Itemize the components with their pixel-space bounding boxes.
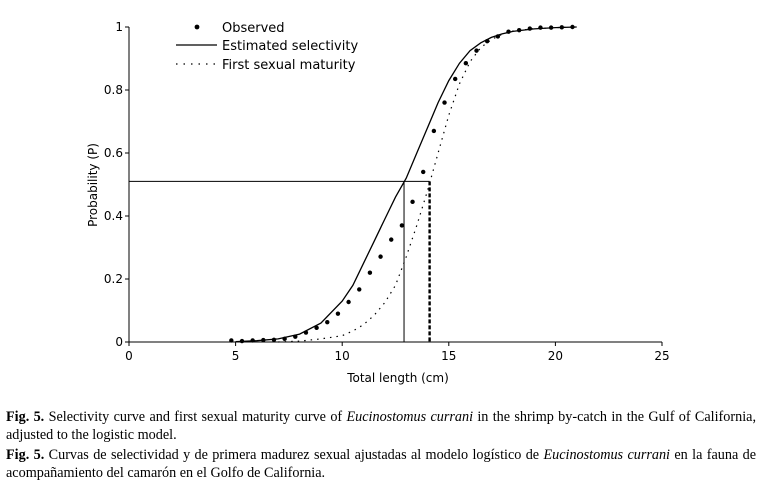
observed-point [314,325,319,331]
observed-point [367,270,373,275]
y-tick-label: 0.6 [104,146,123,160]
y-tick-label: 0 [115,335,123,349]
maturity-curve [278,26,577,343]
caption-text: Curvas de selectividad y de primera madu… [44,447,544,463]
y-tick-label: 0.2 [104,272,123,286]
x-tick-label: 0 [125,349,133,363]
observed-point [399,223,405,228]
y-tick-label: 0.4 [104,209,123,223]
caption-label: Fig. 5. [6,409,45,425]
observed-point [229,338,234,343]
caption-english: Fig. 5. Selectivity curve and first sexu… [6,408,756,444]
observed-point [431,128,437,134]
observed-point [378,254,383,259]
caption-text: Selectivity curve and first sexual matur… [44,409,347,425]
legend-label: Estimated selectivity [222,39,358,54]
x-tick-label: 15 [441,349,456,363]
x-tick-label: 25 [654,349,669,363]
chart: 0 5 10 15 20 25 0 0.2 0.4 0.6 0.8 1 Observed Estimat… [86,20,670,385]
observed-point [389,237,394,242]
caption-spanish: Fig. 5. Curvas de selectividad y de prim… [6,446,756,482]
caption-text: en la fauna de acompañamiento del camaró… [6,447,757,481]
y-tick-label: 1 [115,20,123,34]
caption-text: in the shrimp by-catch in the Gulf of Ca… [6,409,756,443]
x-axis-label: Total length (cm) [346,371,449,385]
series-layer [229,24,577,344]
x-tick-label: 10 [335,349,350,363]
observed-point [335,311,341,316]
reference-lines [129,180,431,342]
caption-species: Eucinostomus currani [346,409,474,425]
axes: 0 5 10 15 20 25 0 0.2 0.4 0.6 0.8 1 [104,20,670,363]
observed-point [442,100,447,105]
legend: Observed Estimated selectivity First sexua… [176,21,358,73]
y-axis-label: Probability (P) [86,143,100,227]
legend-marker-observed [194,24,200,30]
observed-point [410,199,415,205]
observed-point [421,169,426,175]
x-tick-label: 5 [232,349,240,363]
observed-point [357,287,362,292]
caption-label: Fig. 5. [6,447,45,463]
observed-point [325,319,330,325]
observed-point [474,48,479,53]
observed-point [463,61,469,66]
observed-point [346,299,351,305]
y-tick-label: 0.8 [104,83,123,97]
legend-label: Observed [222,21,285,36]
caption-species: Eucinostomus currani [543,447,671,463]
legend-label: First sexual maturity [222,58,356,73]
observed-point [452,76,458,82]
selectivity-curve [235,26,577,343]
x-tick-label: 20 [548,349,563,363]
